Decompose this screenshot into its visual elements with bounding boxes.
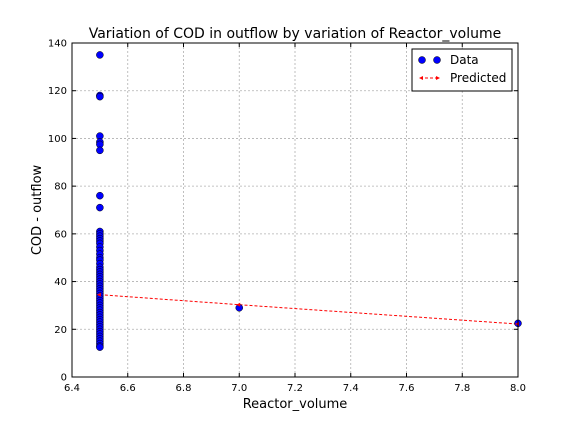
- y-tick-label: 40: [54, 277, 67, 288]
- y-tick-label: 20: [54, 325, 67, 336]
- plot-marks: [96, 51, 522, 351]
- x-tick-label: 7.6: [399, 383, 415, 394]
- x-tick-label: 7.0: [231, 383, 247, 394]
- data-point: [96, 203, 104, 212]
- y-tick-label: 0: [61, 373, 67, 384]
- data-point: [96, 51, 104, 59]
- legend-box: [411, 48, 513, 92]
- predicted-point: [236, 302, 241, 307]
- x-tick-label: 7.8: [454, 383, 470, 394]
- predicted-point: [96, 292, 101, 297]
- data-point: [96, 92, 104, 101]
- legend-label-data: Data: [450, 53, 479, 67]
- y-tick-label: 140: [48, 39, 67, 50]
- chart-title: Variation of COD in outflow by variation…: [89, 26, 502, 42]
- y-tick-label: 120: [48, 86, 67, 97]
- y-tick-label: 60: [54, 229, 67, 240]
- data-point: [96, 191, 104, 200]
- x-tick-label: 6.8: [176, 383, 192, 394]
- x-tick-label: 6.4: [64, 383, 80, 394]
- plot-frame: [71, 42, 519, 378]
- y-tick-label: 80: [54, 182, 67, 193]
- legend-data-marker: [433, 56, 441, 64]
- data-point: [96, 146, 104, 155]
- x-tick-label: 7.2: [287, 383, 303, 394]
- x-tick-label: 8.0: [510, 383, 526, 394]
- legend-label-predicted: Predicted: [450, 71, 506, 85]
- data-point: [96, 343, 104, 351]
- y-axis-label: COD - outflow: [30, 164, 45, 255]
- x-tick-label: 6.6: [120, 383, 136, 394]
- y-tick-label: 100: [48, 134, 67, 145]
- x-axis-label: Reactor_volume: [243, 397, 348, 412]
- predicted-line: [99, 294, 519, 325]
- legend: Data Predicted: [411, 48, 513, 92]
- x-tick-label: 7.4: [343, 383, 359, 394]
- legend-data-marker: [418, 56, 426, 64]
